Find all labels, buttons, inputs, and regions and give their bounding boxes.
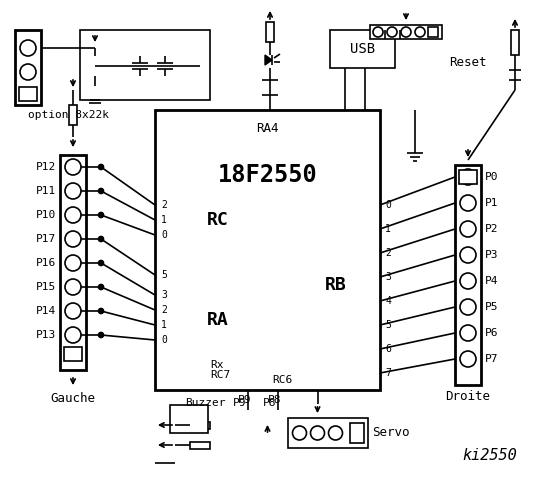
Polygon shape: [265, 55, 272, 65]
Bar: [64, 347, 82, 361]
Text: P15: P15: [36, 282, 56, 292]
Bar: [428, 27, 438, 37]
Text: P13: P13: [36, 330, 56, 340]
Text: P9: P9: [233, 398, 247, 408]
Text: 2: 2: [161, 200, 167, 210]
Text: Droite: Droite: [446, 390, 491, 403]
Text: P6: P6: [485, 328, 498, 338]
Bar: [511, 30, 519, 55]
Bar: [91, 56, 99, 76]
Text: P10: P10: [36, 210, 56, 220]
Bar: [80, 30, 210, 100]
Polygon shape: [90, 89, 100, 99]
Text: P4: P4: [485, 276, 498, 286]
Bar: [455, 165, 481, 385]
Text: 18F2550: 18F2550: [218, 163, 317, 187]
Circle shape: [98, 285, 103, 289]
Bar: [330, 30, 395, 68]
Bar: [349, 423, 363, 443]
Bar: [190, 421, 210, 429]
Circle shape: [98, 213, 103, 217]
Circle shape: [98, 189, 103, 193]
Text: P7: P7: [485, 354, 498, 364]
Text: 4: 4: [385, 296, 391, 306]
Bar: [60, 155, 86, 370]
Text: 1: 1: [161, 215, 167, 225]
Circle shape: [98, 237, 103, 241]
Text: RC6: RC6: [273, 375, 293, 385]
Text: P8: P8: [263, 398, 276, 408]
Text: Gauche: Gauche: [50, 392, 96, 405]
Text: Servo: Servo: [373, 427, 410, 440]
Text: 3: 3: [385, 272, 391, 282]
Text: Rx: Rx: [210, 360, 223, 370]
Circle shape: [98, 165, 103, 169]
Text: P9: P9: [238, 395, 252, 405]
Bar: [288, 418, 368, 448]
Circle shape: [98, 309, 103, 313]
Text: RA4: RA4: [256, 121, 279, 134]
Bar: [459, 170, 477, 184]
Bar: [19, 87, 37, 101]
Text: 2: 2: [161, 305, 167, 315]
Text: 2: 2: [385, 248, 391, 258]
Text: RA: RA: [207, 311, 229, 329]
Bar: [190, 442, 210, 448]
Bar: [266, 22, 274, 42]
Text: 5: 5: [161, 270, 167, 280]
Text: P11: P11: [36, 186, 56, 196]
Text: P3: P3: [485, 250, 498, 260]
Text: 7: 7: [385, 368, 391, 378]
Circle shape: [98, 261, 103, 265]
Bar: [15, 30, 41, 105]
Bar: [69, 105, 77, 125]
Text: RB: RB: [325, 276, 347, 294]
Text: RC: RC: [207, 211, 229, 229]
Text: RC7: RC7: [210, 370, 230, 380]
Text: 6: 6: [385, 344, 391, 354]
Bar: [170, 405, 208, 433]
Text: P2: P2: [485, 224, 498, 234]
Bar: [155, 110, 380, 390]
Text: Buzzer: Buzzer: [185, 398, 226, 408]
Text: P12: P12: [36, 162, 56, 172]
Text: 0: 0: [385, 200, 391, 210]
Text: ki2550: ki2550: [463, 447, 518, 463]
Circle shape: [98, 333, 103, 337]
Text: P16: P16: [36, 258, 56, 268]
Text: 1: 1: [385, 224, 391, 234]
Text: P8: P8: [268, 395, 281, 405]
Text: 0: 0: [161, 335, 167, 345]
Text: 0: 0: [161, 230, 167, 240]
Text: P17: P17: [36, 234, 56, 244]
Text: 3: 3: [161, 290, 167, 300]
Text: P1: P1: [485, 198, 498, 208]
Text: 1: 1: [161, 320, 167, 330]
Text: USB: USB: [350, 42, 375, 56]
Text: Reset: Reset: [450, 56, 487, 69]
Bar: [370, 25, 442, 39]
Text: P0: P0: [485, 172, 498, 182]
Text: 5: 5: [385, 320, 391, 330]
Text: P14: P14: [36, 306, 56, 316]
Text: P5: P5: [485, 302, 498, 312]
Text: option 8x22k: option 8x22k: [28, 110, 108, 120]
